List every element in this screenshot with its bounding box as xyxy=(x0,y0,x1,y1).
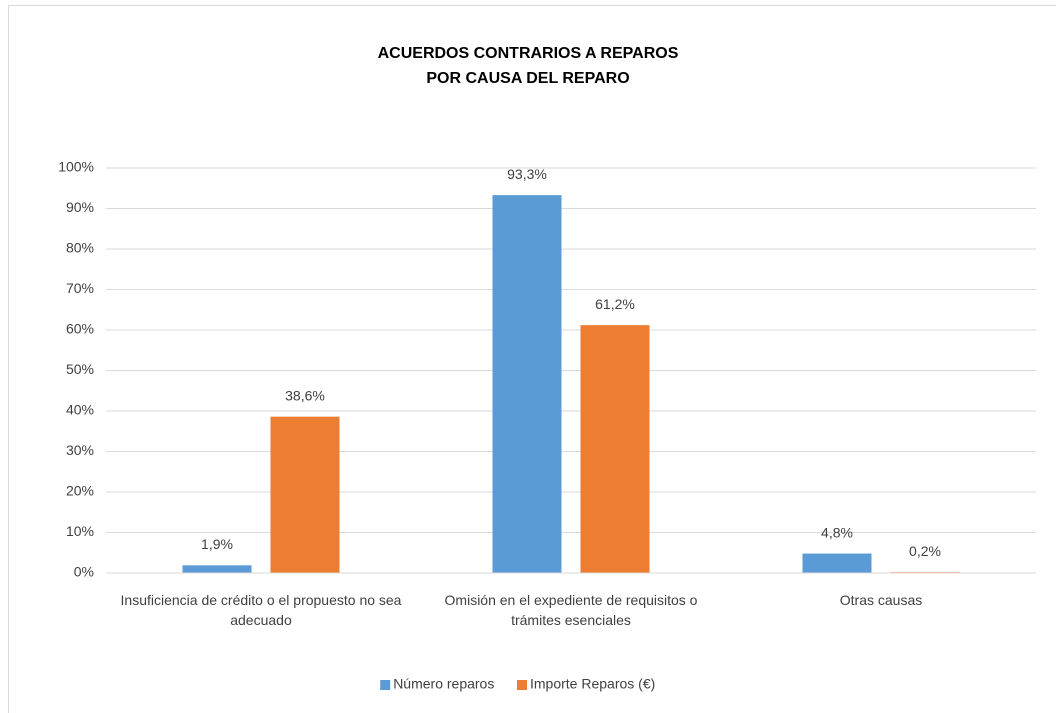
y-tick-label: 70% xyxy=(66,280,94,296)
y-tick-label: 20% xyxy=(66,483,94,499)
bar xyxy=(492,195,562,573)
x-tick-label: Omisión en el expediente de requisitos o… xyxy=(444,592,698,628)
legend-label: Importe Reparos (€) xyxy=(530,676,655,692)
bar xyxy=(580,325,650,573)
y-tick-label: 30% xyxy=(66,442,94,458)
data-label: 4,8% xyxy=(821,524,853,540)
y-tick-label: 90% xyxy=(66,199,94,215)
legend-swatch xyxy=(517,680,527,690)
y-tick-label: 100% xyxy=(58,159,94,175)
y-tick-label: 80% xyxy=(66,240,94,256)
legend-label: Número reparos xyxy=(393,676,494,692)
y-tick-label: 40% xyxy=(66,402,94,418)
data-label: 61,2% xyxy=(595,296,635,312)
legend-swatch xyxy=(380,680,391,690)
chart-title: POR CAUSA DEL REPARO xyxy=(426,70,629,87)
x-tick-label: Otras causas xyxy=(839,592,923,608)
data-label: 0,2% xyxy=(909,543,941,559)
bar xyxy=(182,565,252,573)
bar xyxy=(270,416,340,573)
y-tick-label: 50% xyxy=(66,361,94,377)
y-tick-label: 0% xyxy=(74,564,94,580)
data-label: 1,9% xyxy=(201,536,233,552)
data-label: 93,3% xyxy=(507,166,547,182)
x-tick-label: Insuficiencia de crédito o el propuesto … xyxy=(120,592,402,628)
y-tick-label: 60% xyxy=(66,321,94,337)
data-label: 38,6% xyxy=(285,387,325,403)
chart-title: ACUERDOS CONTRARIOS A REPAROS xyxy=(378,45,679,62)
y-tick-label: 10% xyxy=(66,523,94,539)
bar xyxy=(802,553,872,573)
